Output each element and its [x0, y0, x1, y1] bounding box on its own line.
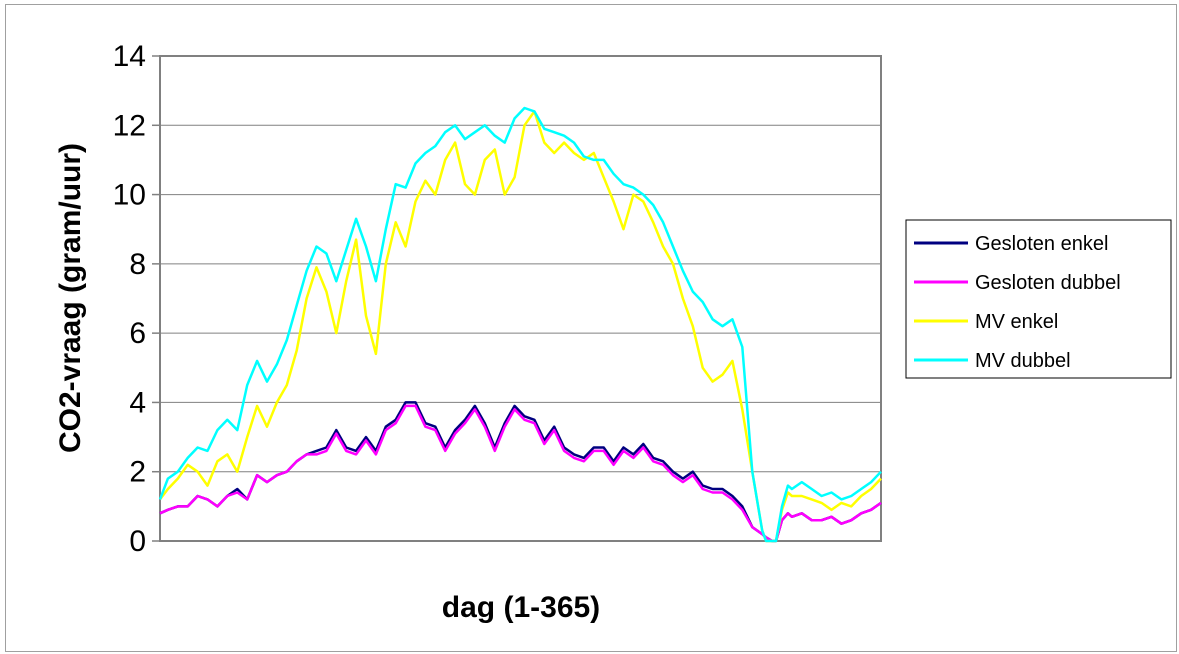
y-tick-label: 4 — [129, 386, 146, 419]
legend-label-gesloten-enkel: Gesloten enkel — [975, 233, 1108, 255]
x-axis-title: dag (1-365) — [442, 591, 600, 624]
y-tick-label: 8 — [129, 248, 146, 281]
legend-label-mv-dubbel: MV dubbel — [975, 350, 1071, 372]
y-axis-title: CO2-vraag (gram/uur) — [54, 143, 87, 453]
plot-area — [160, 56, 881, 541]
legend-label-gesloten-dubbel: Gesloten dubbel — [975, 272, 1121, 294]
legend-label-mv-enkel: MV enkel — [975, 311, 1058, 333]
y-tick-label: 0 — [129, 525, 146, 558]
series-lines — [160, 108, 881, 541]
gridlines — [160, 125, 881, 471]
y-tick-label: 14 — [113, 40, 146, 73]
y-tick-label: 6 — [129, 317, 146, 350]
y-tick-label: 2 — [129, 456, 146, 489]
series-line-mv-enkel — [160, 111, 881, 541]
y-tick-label: 12 — [113, 109, 146, 142]
legend: Gesloten enkel Gesloten dubbel MV enkel … — [906, 220, 1171, 378]
y-tick-label: 10 — [113, 179, 146, 212]
y-axis: 0 2 4 6 8 10 12 14 — [113, 40, 160, 558]
series-line-mv-dubbel — [160, 108, 881, 541]
